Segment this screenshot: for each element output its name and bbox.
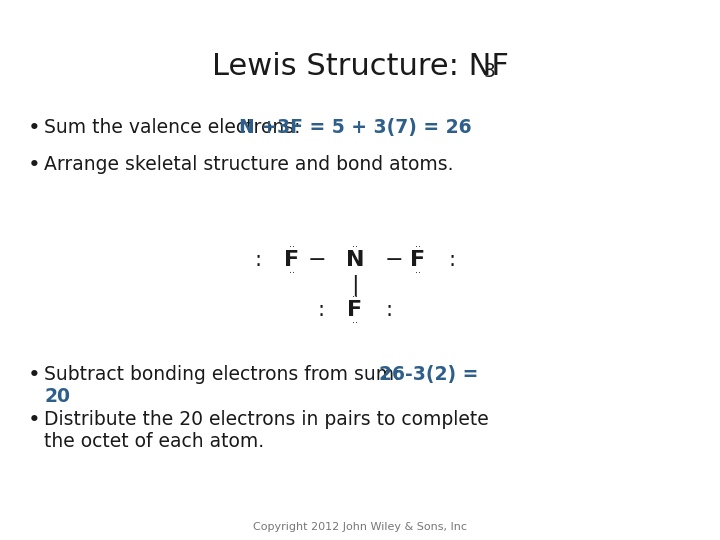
Text: ··: ·· xyxy=(352,242,358,252)
Text: :: : xyxy=(449,250,456,270)
Text: Arrange skeletal structure and bond atoms.: Arrange skeletal structure and bond atom… xyxy=(44,155,454,174)
Text: :: : xyxy=(254,250,261,270)
Text: :: : xyxy=(385,300,392,320)
Text: ··: ·· xyxy=(289,268,295,278)
Text: Sum the valence electrons:: Sum the valence electrons: xyxy=(44,118,307,137)
Text: the octet of each atom.: the octet of each atom. xyxy=(44,432,264,451)
Text: ··: ·· xyxy=(415,242,421,252)
Text: :: : xyxy=(318,300,325,320)
Text: −: − xyxy=(307,250,326,270)
Text: 26-3(2) =: 26-3(2) = xyxy=(379,365,478,384)
Text: •: • xyxy=(28,118,41,138)
Text: ··: ·· xyxy=(352,292,358,302)
Text: F: F xyxy=(284,250,300,270)
Text: |: | xyxy=(351,274,359,296)
Text: Subtract bonding electrons from sum:: Subtract bonding electrons from sum: xyxy=(44,365,413,384)
Text: •: • xyxy=(28,155,41,175)
Text: F: F xyxy=(410,250,426,270)
Text: 20: 20 xyxy=(44,387,70,406)
Text: •: • xyxy=(28,365,41,385)
Text: −: − xyxy=(384,250,403,270)
Text: ··: ·· xyxy=(289,242,295,252)
Text: N +3F = 5 + 3(7) = 26: N +3F = 5 + 3(7) = 26 xyxy=(239,118,472,137)
Text: N: N xyxy=(346,250,364,270)
Text: Distribute the 20 electrons in pairs to complete: Distribute the 20 electrons in pairs to … xyxy=(44,410,489,429)
Text: ··: ·· xyxy=(352,318,358,328)
Text: Lewis Structure: NF: Lewis Structure: NF xyxy=(212,52,508,81)
Text: ··: ·· xyxy=(415,268,421,278)
Text: F: F xyxy=(348,300,363,320)
Text: Copyright 2012 John Wiley & Sons, Inc: Copyright 2012 John Wiley & Sons, Inc xyxy=(253,522,467,532)
Text: 3: 3 xyxy=(484,62,496,81)
Text: •: • xyxy=(28,410,41,430)
